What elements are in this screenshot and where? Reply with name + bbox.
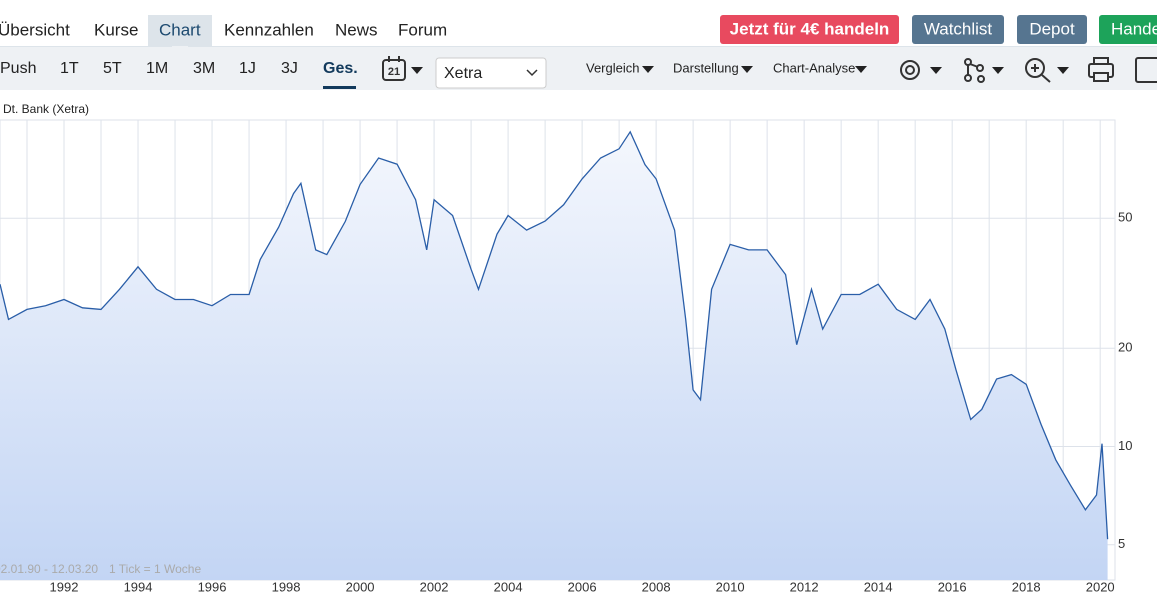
x-tick-label: 2008 bbox=[642, 579, 671, 594]
dropdown-caret bbox=[1057, 67, 1069, 74]
dropdown-caret bbox=[855, 66, 867, 73]
period-note: 02.01.90 - 12.03.20 bbox=[0, 562, 98, 576]
x-tick-label: 2010 bbox=[716, 579, 745, 594]
chart-title: Dt. Bank (Xetra) bbox=[3, 102, 89, 116]
depot-button[interactable] bbox=[1017, 15, 1087, 44]
range-tab[interactable]: Ges. bbox=[323, 60, 358, 77]
x-tick-label: 2002 bbox=[420, 579, 449, 594]
select-caret bbox=[526, 69, 538, 77]
x-tick-label: 1998 bbox=[272, 579, 301, 594]
nav-tab[interactable]: Übersicht bbox=[0, 20, 70, 39]
x-tick-label: 2000 bbox=[346, 579, 375, 594]
zoom-icon[interactable] bbox=[1025, 58, 1051, 83]
nav-tab[interactable]: Kennzahlen bbox=[224, 20, 314, 39]
handeln-button[interactable] bbox=[1099, 15, 1157, 44]
y-tick-label: 10 bbox=[1118, 438, 1132, 453]
settings-icon[interactable] bbox=[900, 60, 920, 80]
menu-label[interactable]: Chart-Analyse bbox=[773, 60, 855, 75]
exchange-select[interactable] bbox=[435, 57, 547, 89]
x-tick-label: 1994 bbox=[124, 579, 153, 594]
dropdown-caret bbox=[741, 66, 753, 73]
tick-note: 1 Tick = 1 Woche bbox=[109, 562, 201, 576]
range-tab[interactable]: 3M bbox=[193, 60, 215, 77]
price-area bbox=[0, 131, 1108, 580]
save-icon[interactable] bbox=[1135, 57, 1157, 83]
range-tab[interactable]: 1J bbox=[239, 60, 256, 77]
nav-tab[interactable]: Kurse bbox=[94, 20, 138, 39]
y-tick-label: 5 bbox=[1118, 536, 1125, 551]
nav-tab[interactable]: Forum bbox=[398, 20, 447, 39]
range-tab[interactable]: 1M bbox=[146, 60, 168, 77]
toolbar-line bbox=[188, 46, 1157, 47]
calendar-day: 21 bbox=[388, 66, 400, 78]
range-tab[interactable]: 1T bbox=[60, 60, 79, 77]
button-label[interactable]: Jetzt für 4€ handeln bbox=[730, 19, 890, 38]
dropdown-caret bbox=[930, 67, 942, 74]
range-tab[interactable]: 5T bbox=[103, 60, 122, 77]
x-tick-label: 2006 bbox=[568, 579, 597, 594]
y-tick-label: 20 bbox=[1118, 340, 1132, 355]
indicator-icon[interactable] bbox=[964, 58, 985, 83]
menu-label[interactable]: Vergleich bbox=[586, 60, 639, 75]
x-tick-label: 1992 bbox=[50, 579, 79, 594]
nav-tab[interactable]: News bbox=[335, 20, 378, 39]
toolbar-bg bbox=[0, 46, 1157, 90]
dropdown-caret bbox=[411, 67, 423, 74]
range-tab[interactable]: Push bbox=[0, 60, 36, 77]
dropdown-caret bbox=[642, 66, 654, 73]
button-label[interactable]: Handeln bbox=[1111, 19, 1157, 38]
exchange-value[interactable]: Xetra bbox=[444, 65, 482, 82]
print-icon[interactable] bbox=[1088, 57, 1114, 82]
chart: Dt. Bank (Xetra) 5 10 20 50 1992 1994 1996 1998 2… bbox=[0, 102, 1132, 594]
x-tick-label: 2020 bbox=[1086, 579, 1115, 594]
y-tick-label: 50 bbox=[1118, 210, 1132, 225]
x-tick-label: 2016 bbox=[938, 579, 967, 594]
nav-tab[interactable]: Chart bbox=[159, 20, 201, 39]
dropdown-caret bbox=[992, 67, 1004, 74]
x-tick-label: 2014 bbox=[864, 579, 893, 594]
menu-label[interactable]: Darstellung bbox=[673, 60, 739, 75]
active-tab-bg bbox=[148, 15, 212, 46]
toolbar-line bbox=[0, 46, 172, 47]
price-line bbox=[0, 130, 1109, 540]
watchlist-button[interactable] bbox=[912, 15, 1004, 44]
calendar-icon[interactable] bbox=[382, 56, 406, 81]
x-tick-label: 2018 bbox=[1012, 579, 1041, 594]
range-tab[interactable]: 3J bbox=[281, 60, 298, 77]
button-label[interactable]: Depot bbox=[1029, 19, 1075, 38]
x-tick-label: 1996 bbox=[198, 579, 227, 594]
active-range-underline bbox=[323, 86, 356, 89]
trade-button[interactable] bbox=[720, 15, 899, 44]
button-label[interactable]: Watchlist bbox=[924, 19, 993, 38]
x-tick-label: 2012 bbox=[790, 579, 819, 594]
x-tick-label: 2004 bbox=[494, 579, 523, 594]
